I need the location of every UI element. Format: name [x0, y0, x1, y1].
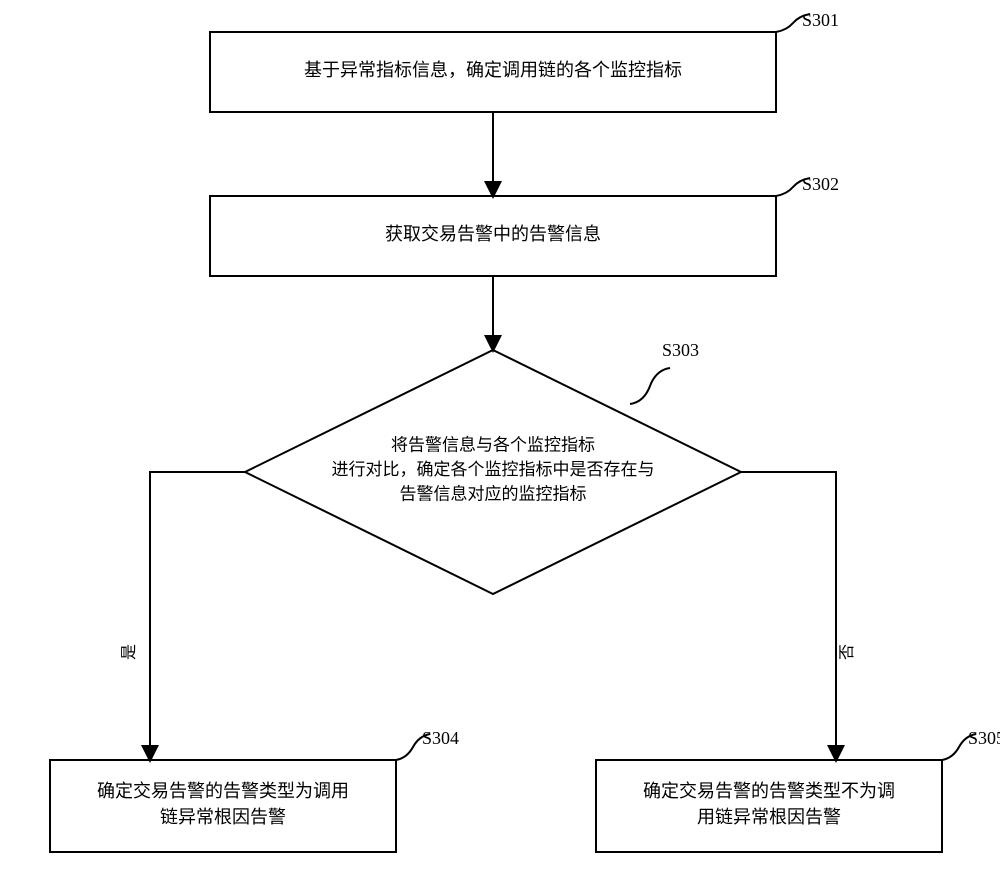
flow-process-box	[50, 760, 396, 852]
process-text: 基于异常指标信息，确定调用链的各个监控指标	[304, 60, 682, 80]
process-text: 确定交易告警的告警类型不为调	[643, 781, 895, 801]
edge-label: 否	[839, 644, 856, 660]
step-label: S305	[968, 728, 1000, 748]
step-label: S302	[802, 174, 839, 194]
decision-text: 将告警信息与各个监控指标	[391, 435, 595, 454]
step-label: S304	[422, 728, 459, 748]
decision-text: 进行对比，确定各个监控指标中是否存在与	[332, 460, 655, 479]
decision-text: 告警信息对应的监控指标	[400, 485, 587, 504]
step-callout-curve	[630, 368, 670, 404]
flow-edge	[150, 472, 245, 760]
process-text: 用链异常根因告警	[697, 807, 841, 827]
process-text: 链异常根因告警	[160, 807, 286, 827]
flow-process-box	[596, 760, 942, 852]
flow-edge	[741, 472, 836, 760]
step-label: S303	[662, 340, 699, 360]
step-label: S301	[802, 10, 839, 30]
process-text: 获取交易告警中的告警信息	[385, 224, 601, 244]
edge-label: 是	[121, 644, 138, 660]
process-text: 确定交易告警的告警类型为调用	[97, 781, 349, 801]
